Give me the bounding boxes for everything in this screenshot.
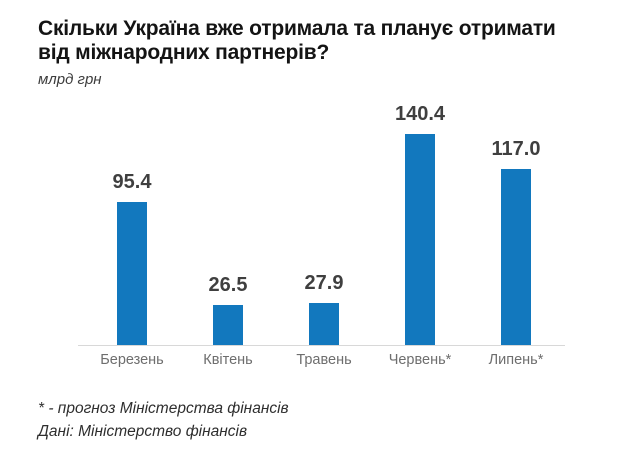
bar-group: 26.5 (180, 100, 276, 345)
x-axis-label: Червень* (388, 352, 452, 368)
chart-unit-subtitle: млрд грн (38, 71, 102, 88)
bar-group: 140.4 (372, 100, 468, 345)
bar (501, 169, 531, 345)
x-axis-line (78, 345, 565, 346)
x-axis-label: Квітень (203, 352, 253, 368)
bar-chart-plot-area: 95.4 26.5 27.9 140.4 117.0 (84, 100, 564, 345)
bar (309, 303, 339, 345)
bar-value-label: 95.4 (112, 171, 152, 193)
chart-header: Скільки Україна вже отримала та планує о… (38, 17, 618, 88)
bar-value-label: 27.9 (304, 272, 344, 294)
x-axis-label: Травень (296, 352, 352, 368)
bar-group: 27.9 (276, 100, 372, 345)
chart-title-line-2: від міжнародних партнерів? (38, 41, 330, 64)
x-axis-label: Березень (100, 352, 164, 368)
source-text: Дані: Міністерство фінансів (38, 423, 248, 440)
bar (213, 305, 243, 345)
bar-value-label: 26.5 (208, 274, 248, 296)
bar (117, 202, 147, 345)
footnote-text: * - прогноз Міністерства фінансів (38, 400, 289, 417)
bar (405, 134, 435, 345)
bar-group: 117.0 (468, 100, 564, 345)
chart-title-line-1: Скільки Україна вже отримала та планує о… (38, 17, 556, 40)
chart-footer: * - прогноз Міністерства фінансів Дані: … (38, 397, 289, 443)
x-axis-labels-row: Березень Квітень Травень Червень* Липень* (84, 352, 564, 368)
bar-group: 95.4 (84, 100, 180, 345)
bar-value-label: 140.4 (394, 103, 446, 125)
x-axis-label: Липень* (488, 352, 544, 368)
bar-value-label: 117.0 (491, 138, 541, 160)
